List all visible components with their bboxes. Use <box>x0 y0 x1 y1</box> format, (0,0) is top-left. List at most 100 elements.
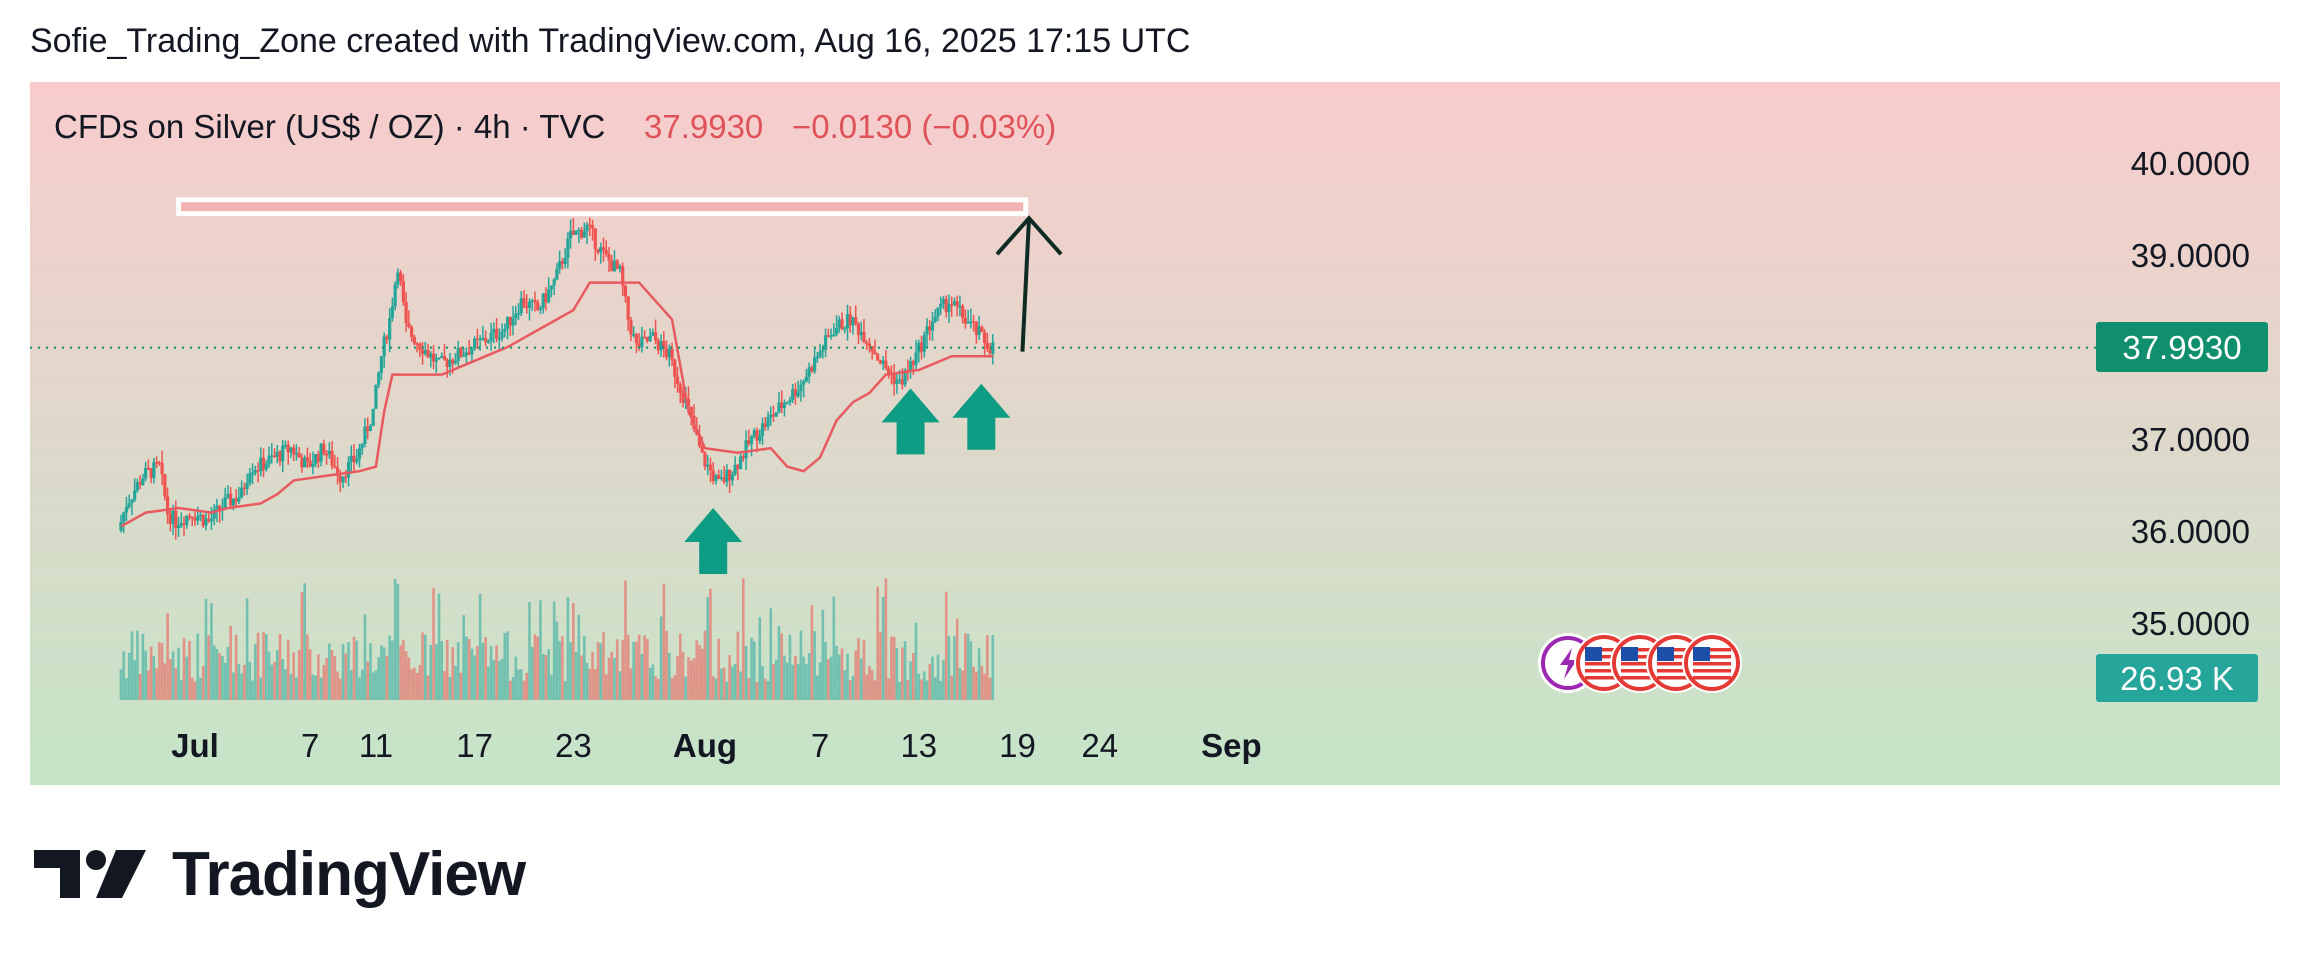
event-icons-layer[interactable] <box>1538 633 1742 693</box>
candle-body <box>475 338 479 341</box>
candle-body <box>947 304 951 312</box>
volume-bar <box>898 681 901 700</box>
volume-bar <box>572 603 575 700</box>
candle-body <box>547 289 551 303</box>
volume-bar <box>371 672 375 700</box>
volume-bar <box>218 653 221 700</box>
flag-stripe <box>1585 662 1623 666</box>
candle-body <box>618 266 622 269</box>
candle-body <box>607 254 611 261</box>
candle-body <box>645 336 649 342</box>
volume-bar <box>574 651 578 700</box>
candle-body <box>176 525 181 529</box>
candle-body <box>174 510 178 529</box>
candle-body <box>533 300 537 303</box>
candle-body <box>357 448 362 460</box>
candle-body <box>497 338 501 340</box>
volume-bar <box>437 593 441 700</box>
volume-bar <box>530 646 534 700</box>
candle-body <box>514 313 518 319</box>
volume-bar <box>613 657 616 700</box>
candle-body <box>859 331 863 336</box>
volume-bar <box>355 640 359 700</box>
volume-bar <box>615 639 619 700</box>
volume-bar <box>794 655 797 700</box>
volume-bar <box>925 680 929 700</box>
volume-bar <box>317 654 320 700</box>
candle-body <box>744 440 748 459</box>
volume-bar <box>640 654 644 700</box>
volume-bar <box>980 665 984 700</box>
flag-stripe <box>1657 676 1695 680</box>
volume-bar <box>720 668 723 700</box>
candle-body <box>988 348 992 354</box>
candle-body <box>382 336 386 357</box>
candle-body <box>366 426 370 432</box>
volume-bar <box>311 674 315 700</box>
candle-body <box>508 316 512 326</box>
tradingview-logo-icon <box>34 850 146 898</box>
arrows-layer <box>684 215 1063 574</box>
candle-body <box>703 452 707 467</box>
volume-bar <box>862 639 866 700</box>
volume-bar <box>821 609 825 700</box>
volume-bar <box>832 596 836 700</box>
volume-bar <box>119 669 123 700</box>
volume-bar <box>785 662 789 700</box>
chart-title: CFDs on Silver (US$ / OZ) · 4h · TVC <box>54 108 605 145</box>
volume-bar <box>127 652 131 700</box>
candle-body <box>558 261 562 269</box>
candle-body <box>632 334 636 336</box>
volume-bar <box>961 670 964 700</box>
candle-body <box>456 348 460 362</box>
x-tick-label: 13 <box>900 727 937 764</box>
volume-bar <box>840 648 844 700</box>
volume-bar <box>678 633 682 700</box>
volume-bar <box>761 666 764 700</box>
candle-body <box>686 398 691 407</box>
volume-bar <box>517 669 520 700</box>
volume-bar <box>413 667 416 700</box>
volume-bar <box>577 614 581 700</box>
candle-body <box>818 351 822 357</box>
volume-bar <box>846 653 849 700</box>
candle-body <box>919 342 924 352</box>
candle-body <box>900 379 904 385</box>
volume-bar <box>160 643 164 700</box>
candle-body <box>396 272 400 285</box>
tradingview-wordmark: TradingView <box>172 839 526 909</box>
candle-body <box>585 224 589 232</box>
volume-bar <box>489 646 493 700</box>
volume-bar <box>810 605 814 700</box>
candle-body <box>144 467 148 479</box>
candle-body <box>878 360 883 364</box>
candle-body <box>843 328 847 330</box>
volume-bar <box>857 638 860 700</box>
flag-canton <box>1585 647 1602 661</box>
candle-body <box>610 260 614 272</box>
candle-body <box>911 361 915 365</box>
candle-body <box>758 435 762 441</box>
candle-body <box>933 316 937 322</box>
tradingview-logo[interactable]: TradingView <box>34 838 526 910</box>
volume-bar <box>487 666 490 700</box>
volume-bar <box>215 648 219 700</box>
volume-bar <box>434 644 438 700</box>
candle-body <box>187 515 192 518</box>
volume-bar <box>950 675 953 700</box>
us-flag-icon[interactable] <box>1682 633 1742 693</box>
candle-body <box>741 456 745 459</box>
volume-bar <box>774 659 778 700</box>
volume-bar <box>569 642 572 700</box>
x-tick-label: 24 <box>1081 727 1118 764</box>
candle-body <box>908 361 913 371</box>
candle-body <box>426 350 430 358</box>
volume-bar <box>130 631 134 700</box>
volume-bar <box>418 664 422 700</box>
candle-body <box>629 320 633 335</box>
volume-bar <box>295 677 298 700</box>
candle-body <box>478 338 482 341</box>
candle-body <box>974 321 978 335</box>
volume-bar <box>402 639 405 700</box>
